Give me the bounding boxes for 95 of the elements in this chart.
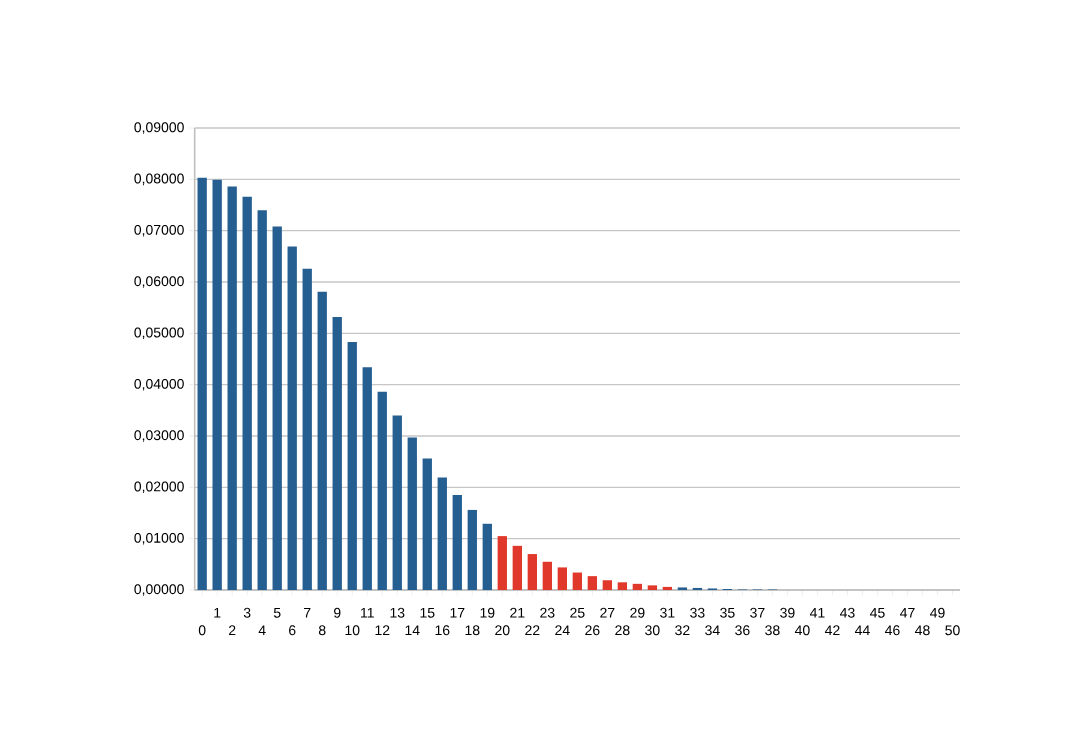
x-tick-label: 40 (794, 625, 810, 636)
x-tick-label: 49 (930, 607, 945, 618)
x-tick-label: 11 (361, 607, 374, 618)
x-tick-label: 2 (229, 625, 236, 636)
x-tick-label: 14 (405, 625, 420, 636)
bar (527, 554, 537, 590)
x-tick-label: 24 (555, 625, 570, 636)
bar (362, 367, 372, 590)
bar (482, 523, 492, 590)
bar (557, 567, 567, 590)
bar (467, 509, 477, 590)
x-tick-label: 6 (289, 625, 296, 636)
x-tick-label: 38 (765, 625, 780, 636)
x-tick-label: 46 (885, 625, 900, 636)
x-tick-label: 12 (375, 625, 390, 636)
y-tick-label: 0,00000 (134, 584, 184, 596)
x-tick-label: 13 (390, 607, 405, 618)
x-tick-label: 35 (720, 607, 735, 618)
bar (347, 342, 357, 590)
bar (452, 495, 462, 590)
bar (647, 585, 658, 590)
x-tick-label: 47 (900, 607, 915, 618)
x-tick-label: 3 (243, 607, 251, 618)
bar (512, 545, 522, 590)
x-tick-label: 29 (630, 607, 645, 618)
x-tick-label: 44 (854, 625, 870, 636)
x-tick-label: 17 (450, 607, 465, 618)
x-tick-label: 41 (809, 607, 825, 618)
x-tick-label: 19 (480, 607, 495, 618)
x-tick-label: 26 (585, 625, 600, 636)
x-tick-label: 23 (540, 607, 555, 618)
x-tick-label: 7 (304, 607, 311, 618)
x-tick-label: 43 (839, 607, 855, 618)
bar (437, 477, 447, 590)
y-tick-label: 0,04000 (134, 378, 184, 391)
y-tick-label: 0,02000 (134, 481, 184, 494)
x-tick-label: 15 (420, 607, 435, 618)
x-tick-label: 39 (780, 607, 795, 618)
bar (422, 458, 432, 590)
bar (602, 580, 613, 590)
bar (227, 186, 237, 590)
x-tick-label: 8 (318, 625, 326, 636)
y-tick-label: 0,01000 (134, 532, 184, 545)
bar (272, 226, 282, 590)
x-tick-label: 9 (334, 607, 341, 618)
x-tick-label: 4 (258, 625, 266, 636)
x-tick-label: 30 (645, 625, 660, 636)
y-tick-label: 0,06000 (134, 276, 184, 288)
bar (212, 179, 222, 590)
bar (677, 587, 688, 590)
x-tick-label: 27 (600, 607, 615, 618)
x-tick-label: 25 (570, 607, 585, 618)
x-tick-label: 21 (510, 607, 525, 618)
bar (197, 177, 207, 590)
x-tick-label: 45 (869, 607, 885, 618)
bar (302, 268, 312, 590)
bar (332, 316, 342, 590)
bar (632, 583, 643, 590)
bar (497, 536, 507, 590)
x-tick-label: 42 (824, 625, 840, 636)
x-tick-label: 33 (690, 607, 705, 618)
y-tick-label: 0,05000 (134, 327, 184, 340)
bar (242, 196, 252, 590)
bar (287, 246, 297, 590)
y-tick-label: 0,03000 (134, 430, 184, 442)
x-tick-label: 10 (345, 625, 360, 636)
bar (587, 576, 598, 590)
bar (692, 587, 703, 590)
y-tick-label: 0,07000 (134, 224, 184, 237)
x-tick-label: 5 (273, 607, 281, 618)
x-tick-label: 28 (615, 625, 630, 636)
x-tick-label: 32 (675, 625, 690, 636)
x-tick-label: 1 (214, 607, 221, 618)
bar (317, 291, 327, 590)
bar (377, 391, 387, 590)
y-tick-label: 0,08000 (134, 173, 184, 186)
x-tick-label: 37 (750, 607, 765, 618)
x-tick-label: 16 (435, 625, 450, 636)
x-tick-label: 48 (915, 625, 930, 636)
bar (407, 437, 417, 590)
bar (572, 572, 582, 590)
y-tick-label: 0,09000 (134, 122, 184, 134)
x-tick-label: 34 (705, 625, 720, 636)
bar (392, 415, 402, 590)
x-tick-label: 50 (945, 625, 960, 636)
x-tick-label: 0 (198, 625, 206, 636)
x-tick-label: 31 (660, 607, 675, 618)
bar (257, 210, 267, 590)
bar (662, 586, 673, 590)
x-tick-label: 36 (735, 625, 750, 636)
x-tick-label: 22 (525, 625, 540, 636)
bar (617, 582, 628, 590)
bar (542, 561, 552, 590)
x-tick-label: 20 (495, 625, 510, 636)
x-tick-label: 18 (465, 625, 480, 636)
